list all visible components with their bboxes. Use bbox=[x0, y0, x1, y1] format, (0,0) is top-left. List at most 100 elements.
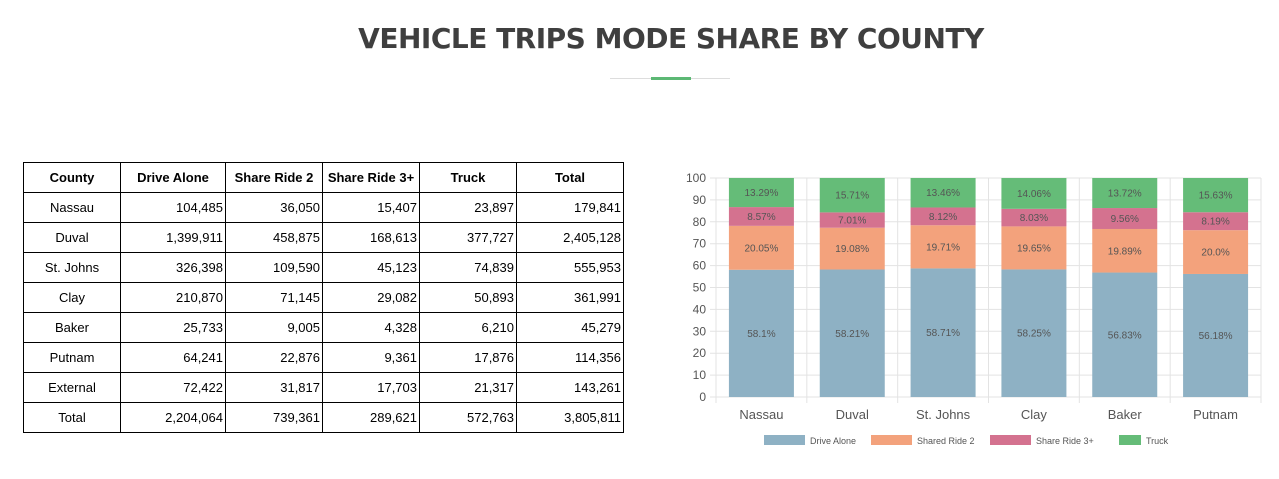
y-tick-label: 80 bbox=[693, 215, 707, 229]
table-cell: 50,893 bbox=[419, 282, 517, 313]
data-label: 19.08% bbox=[835, 244, 869, 255]
data-label: 8.03% bbox=[1020, 213, 1048, 224]
y-tick-label: 0 bbox=[699, 390, 706, 404]
data-label: 58.71% bbox=[926, 328, 960, 339]
table-cell-county: Total bbox=[23, 402, 121, 433]
column-header-truck: Truck bbox=[419, 162, 517, 193]
data-label: 14.06% bbox=[1017, 189, 1051, 200]
bar-segment bbox=[1183, 273, 1249, 397]
table-cell-county: St. Johns bbox=[23, 252, 121, 283]
table-row: Baker 25,733 9,005 4,328 6,210 45,279 bbox=[23, 312, 624, 343]
y-tick-label: 20 bbox=[693, 346, 707, 360]
bar-segment bbox=[1092, 272, 1158, 397]
x-tick-label: Nassau bbox=[739, 407, 783, 422]
data-label: 13.72% bbox=[1108, 189, 1142, 200]
table-cell: 45,279 bbox=[516, 312, 624, 343]
data-label: 58.25% bbox=[1017, 329, 1051, 340]
data-label: 8.19% bbox=[1201, 217, 1229, 228]
table-cell: 9,005 bbox=[225, 312, 323, 343]
data-label: 15.63% bbox=[1199, 191, 1233, 202]
table-cell: 361,991 bbox=[516, 282, 624, 313]
table-cell: 21,317 bbox=[419, 372, 517, 403]
table-row: External 72,422 31,817 17,703 21,317 143… bbox=[23, 372, 624, 403]
x-tick-label: Duval bbox=[836, 407, 869, 422]
data-label: 58.1% bbox=[747, 329, 775, 340]
table-row: Nassau 104,485 36,050 15,407 23,897 179,… bbox=[23, 192, 624, 223]
table-cell: 64,241 bbox=[120, 342, 226, 373]
table-cell: 168,613 bbox=[322, 222, 420, 253]
table-cell: 109,590 bbox=[225, 252, 323, 283]
bar-segment bbox=[819, 227, 885, 270]
legend-swatch bbox=[1119, 435, 1141, 445]
table-cell: 210,870 bbox=[120, 282, 226, 313]
y-tick-label: 90 bbox=[693, 193, 707, 207]
table-cell: 1,399,911 bbox=[120, 222, 226, 253]
table-cell: 45,123 bbox=[322, 252, 420, 283]
table-cell: 377,727 bbox=[419, 222, 517, 253]
data-label: 15.71% bbox=[835, 191, 869, 202]
table-cell: 2,204,064 bbox=[120, 402, 226, 433]
y-tick-label: 60 bbox=[693, 259, 707, 273]
table-cell: 143,261 bbox=[516, 372, 624, 403]
legend-label: Share Ride 3+ bbox=[1036, 436, 1094, 446]
data-label: 9.56% bbox=[1111, 214, 1139, 225]
column-header-total: Total bbox=[516, 162, 624, 193]
table-cell: 6,210 bbox=[419, 312, 517, 343]
table-cell: 572,763 bbox=[419, 402, 517, 433]
table-cell: 104,485 bbox=[120, 192, 226, 223]
table-cell-county: Baker bbox=[23, 312, 121, 343]
table-cell: 71,145 bbox=[225, 282, 323, 313]
table-cell-county: Duval bbox=[23, 222, 121, 253]
vehicle-trips-table: County Drive Alone Share Ride 2 Share Ri… bbox=[23, 162, 624, 433]
bar-segment bbox=[728, 269, 794, 397]
bar-segment bbox=[1092, 208, 1158, 229]
bar-segment bbox=[910, 207, 976, 226]
table-cell: 15,407 bbox=[322, 192, 420, 223]
table-cell-county: Nassau bbox=[23, 192, 121, 223]
bar-segment bbox=[819, 212, 885, 228]
mode-share-stacked-bar-chart: 0 10 20 30 40 50 60 70 80 90 100 58.1% 20.05% 8.57% 13… bbox=[686, 171, 1262, 446]
bar-segment bbox=[910, 178, 976, 208]
data-label: 20.05% bbox=[744, 243, 778, 254]
data-label: 19.65% bbox=[1017, 243, 1051, 254]
x-tick-label: Putnam bbox=[1193, 407, 1238, 422]
legend-label: Shared Ride 2 bbox=[917, 436, 975, 446]
data-label: 56.18% bbox=[1199, 331, 1233, 342]
bar-segment bbox=[1183, 230, 1249, 274]
bar-segment bbox=[728, 207, 794, 226]
table-row: Putnam 64,241 22,876 9,361 17,876 114,35… bbox=[23, 342, 624, 373]
table-row: St. Johns 326,398 109,590 45,123 74,839 … bbox=[23, 252, 624, 283]
bar-segment bbox=[819, 177, 885, 213]
table-row: Duval 1,399,911 458,875 168,613 377,727 … bbox=[23, 222, 624, 253]
table-cell: 23,897 bbox=[419, 192, 517, 223]
bar-segment bbox=[1001, 208, 1067, 227]
x-tick-label: Clay bbox=[1021, 407, 1048, 422]
data-label: 56.83% bbox=[1108, 330, 1142, 341]
title-accent-bar bbox=[651, 77, 691, 80]
legend-swatch bbox=[990, 435, 1031, 445]
table-cell: 25,733 bbox=[120, 312, 226, 343]
x-tick-label: St. Johns bbox=[916, 407, 971, 422]
table-cell: 3,805,811 bbox=[516, 402, 624, 433]
legend-label: Drive Alone bbox=[810, 436, 856, 446]
bar-segment bbox=[1001, 178, 1067, 209]
table-cell: 179,841 bbox=[516, 192, 624, 223]
table-cell: 17,703 bbox=[322, 372, 420, 403]
data-label: 7.01% bbox=[838, 216, 866, 227]
data-label: 13.29% bbox=[744, 188, 778, 199]
table-cell: 114,356 bbox=[516, 342, 624, 373]
table-cell: 74,839 bbox=[419, 252, 517, 283]
bar-segment bbox=[910, 225, 976, 269]
table-cell-county: External bbox=[23, 372, 121, 403]
column-header-share-ride-2: Share Ride 2 bbox=[225, 162, 323, 193]
bar-segment bbox=[910, 268, 976, 397]
column-header-county: County bbox=[23, 162, 121, 193]
legend-swatch bbox=[764, 435, 805, 445]
bar-segment bbox=[1092, 178, 1158, 209]
data-label: 58.21% bbox=[835, 329, 869, 340]
table-cell-county: Putnam bbox=[23, 342, 121, 373]
data-label: 19.71% bbox=[926, 242, 960, 253]
table-cell: 289,621 bbox=[322, 402, 420, 433]
legend-label: Truck bbox=[1146, 436, 1169, 446]
table-cell: 739,361 bbox=[225, 402, 323, 433]
